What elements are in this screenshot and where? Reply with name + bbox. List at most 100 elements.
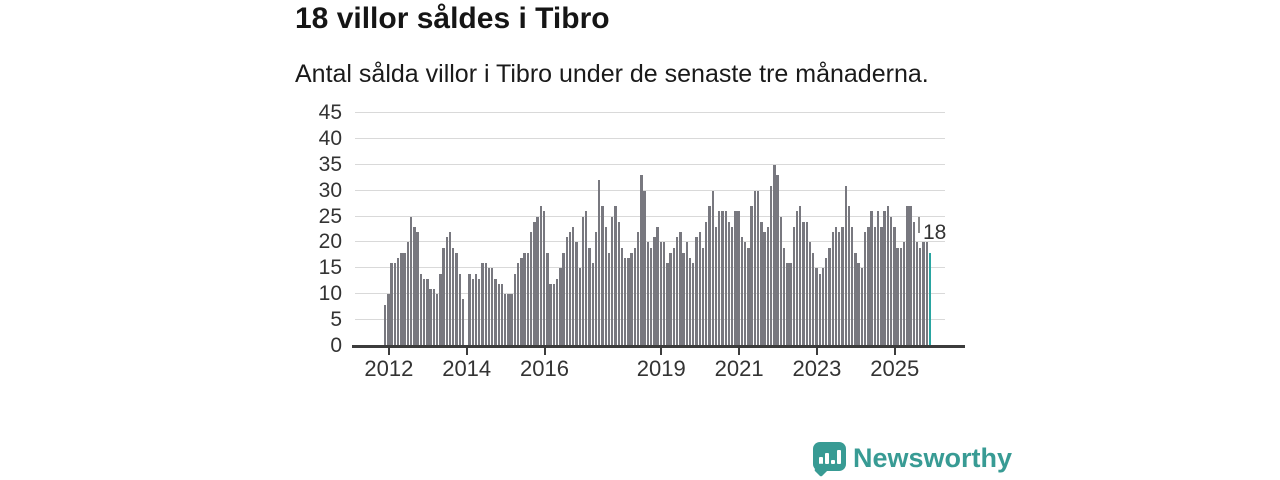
bar xyxy=(718,211,721,346)
y-tick-label: 10 xyxy=(318,282,342,306)
bar xyxy=(747,247,750,346)
bar xyxy=(481,263,484,346)
bar xyxy=(750,206,753,346)
y-tick-label: 30 xyxy=(318,178,342,202)
newsworthy-logo-icon xyxy=(813,442,846,471)
last-value-annotation: 18 xyxy=(923,221,947,244)
bar xyxy=(396,258,400,346)
bar xyxy=(640,175,643,346)
bar xyxy=(808,242,812,346)
bar xyxy=(546,252,549,346)
bar xyxy=(568,232,572,346)
bar xyxy=(711,190,714,346)
bar xyxy=(727,221,731,346)
bar xyxy=(850,226,854,346)
bar xyxy=(705,221,708,346)
logo-bar-icon xyxy=(819,457,823,464)
x-tick-label: 2012 xyxy=(364,356,414,381)
bar xyxy=(773,164,776,346)
bar xyxy=(909,206,912,346)
bar xyxy=(585,211,588,346)
bar xyxy=(549,283,552,346)
gridline xyxy=(355,137,945,139)
bar-chart-plot-area: 0 5 10 15 20 25 30 35 40 45 2012 2014 2016 2019 2021 2… xyxy=(319,102,965,381)
bar xyxy=(883,211,886,346)
bar xyxy=(578,268,581,346)
bar xyxy=(416,232,419,346)
gridline xyxy=(355,241,945,243)
x-tick-label: 2016 xyxy=(520,356,569,381)
bar xyxy=(860,268,864,346)
bar xyxy=(507,294,510,346)
bar xyxy=(432,289,436,346)
bar xyxy=(526,252,530,346)
x-tick-mark xyxy=(893,348,896,355)
bar xyxy=(445,237,448,346)
bar xyxy=(611,216,614,346)
bar xyxy=(925,242,928,346)
bar-series xyxy=(384,105,944,346)
x-tick-mark xyxy=(660,348,663,355)
bar xyxy=(575,242,578,346)
bar xyxy=(692,263,695,346)
y-tick-label: 15 xyxy=(318,256,342,280)
x-tick-mark xyxy=(387,348,390,355)
bar xyxy=(565,237,568,346)
bar xyxy=(591,263,594,346)
x-tick-mark xyxy=(543,348,546,355)
bar xyxy=(413,226,416,346)
bar xyxy=(594,232,598,346)
gridline xyxy=(355,112,945,113)
bar xyxy=(478,278,481,346)
bar xyxy=(494,278,497,346)
bar xyxy=(731,226,734,346)
bar xyxy=(873,226,877,346)
bar xyxy=(471,278,474,346)
bar xyxy=(552,283,556,346)
logo-bar-icon xyxy=(837,450,841,464)
bar xyxy=(487,268,491,346)
bar xyxy=(821,268,825,346)
bar xyxy=(588,247,591,346)
y-tick-label: 35 xyxy=(318,152,342,176)
bar xyxy=(439,273,442,346)
bar xyxy=(818,273,821,346)
bar xyxy=(857,263,860,346)
bar xyxy=(581,216,585,346)
bar xyxy=(523,252,526,346)
bar xyxy=(886,206,890,346)
bar xyxy=(756,190,760,346)
bar xyxy=(734,211,737,346)
bar xyxy=(679,232,682,346)
bar xyxy=(799,206,802,346)
bar xyxy=(426,278,429,346)
bar xyxy=(562,252,565,346)
bar xyxy=(435,294,439,346)
x-tick-mark xyxy=(465,348,468,355)
logo-bar-icon xyxy=(825,453,829,464)
bar xyxy=(666,263,669,346)
bar xyxy=(815,268,818,346)
bar xyxy=(429,289,432,346)
bar xyxy=(737,211,740,346)
x-tick-label: 2014 xyxy=(442,356,492,381)
bar xyxy=(539,206,543,346)
bar xyxy=(529,232,533,346)
bar xyxy=(896,247,899,346)
bar xyxy=(461,299,465,346)
bar xyxy=(854,252,857,346)
bar xyxy=(779,216,783,346)
x-tick-label: 2019 xyxy=(636,356,686,381)
bar xyxy=(753,190,757,346)
bar xyxy=(572,226,575,346)
bar xyxy=(714,226,718,346)
bar xyxy=(786,263,789,346)
bar xyxy=(919,247,922,346)
bar xyxy=(902,242,906,346)
y-tick-label: 5 xyxy=(330,308,342,332)
bar xyxy=(763,232,766,346)
y-tick-label: 25 xyxy=(318,204,342,228)
bar xyxy=(899,247,903,346)
bar xyxy=(672,247,676,346)
